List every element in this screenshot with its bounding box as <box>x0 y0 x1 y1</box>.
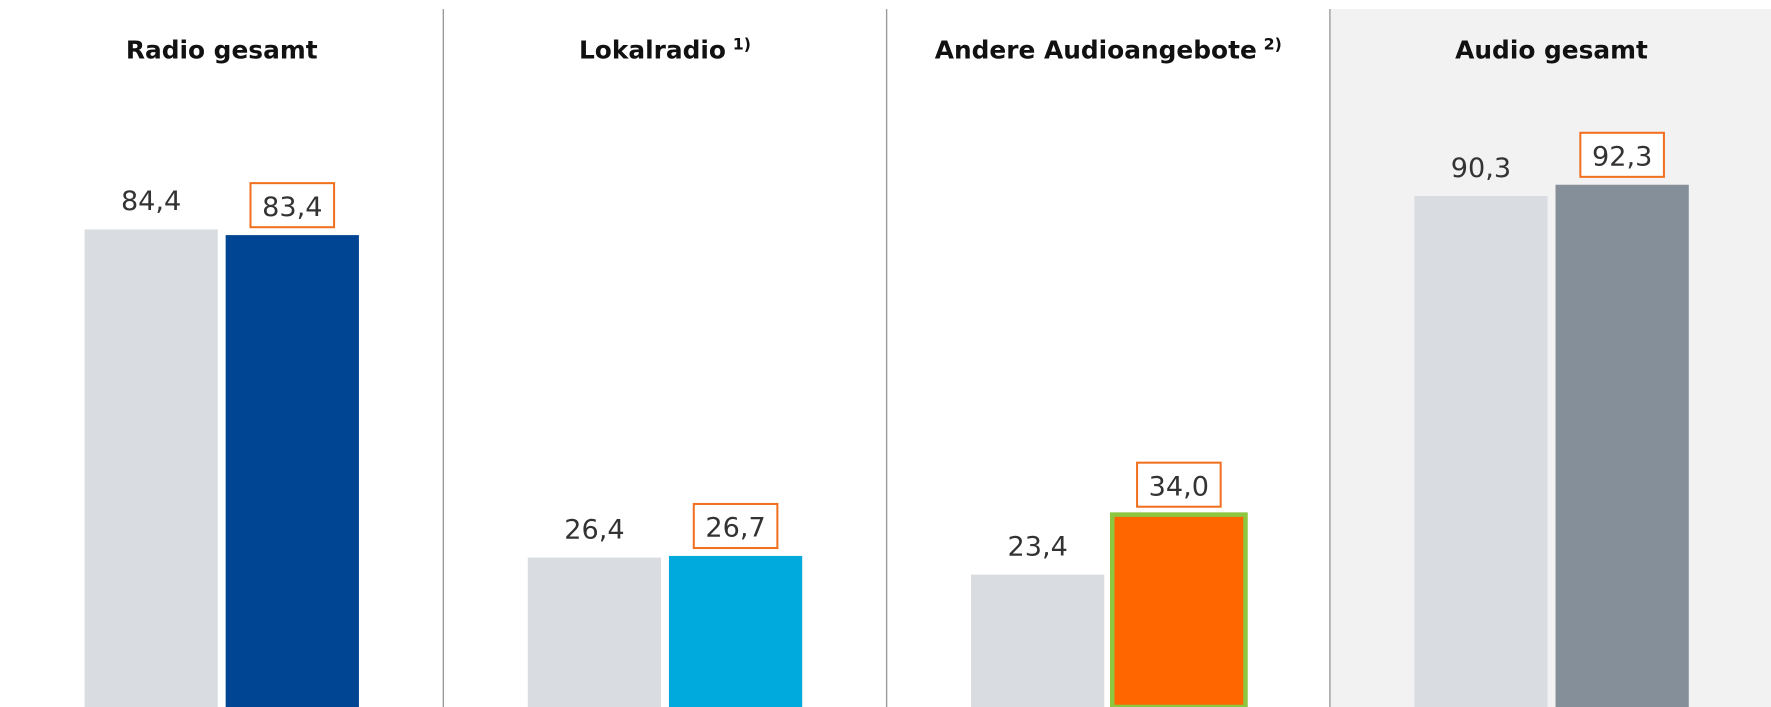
panel-title: Lokalradio 1) <box>579 35 751 65</box>
bar <box>84 229 218 707</box>
value-label: 84,4 <box>121 186 181 217</box>
panel-title-text: Radio gesamt <box>126 36 318 65</box>
value-label: 92,3 <box>1592 142 1652 173</box>
label-box <box>249 182 336 229</box>
label-box <box>1136 461 1222 508</box>
label-box <box>1579 131 1665 178</box>
bar <box>1109 512 1248 707</box>
value-label: 90,3 <box>1451 153 1511 184</box>
panel-title-text: Lokalradio <box>579 36 726 65</box>
value-label: 26,7 <box>705 513 765 544</box>
value-label: 34,0 <box>1149 471 1209 502</box>
bar <box>668 555 803 707</box>
panel-title: Andere Audioangebote 2) <box>935 35 1282 65</box>
value-label: 83,4 <box>262 192 322 223</box>
bar <box>225 235 359 707</box>
value-label: 26,4 <box>564 514 624 545</box>
panel-background <box>1329 9 1771 707</box>
label-box <box>692 502 779 550</box>
panel-title: Audio gesamt <box>1455 36 1648 65</box>
bar <box>971 574 1105 707</box>
footnote-mark: 1) <box>733 35 751 54</box>
bar <box>1555 184 1689 707</box>
panel-title: Radio gesamt <box>126 36 318 65</box>
footnote-mark: 2) <box>1264 35 1282 54</box>
panel-title-text: Andere Audioangebote <box>935 36 1257 65</box>
bar <box>527 557 662 707</box>
bar <box>1414 196 1548 707</box>
panel-title-text: Audio gesamt <box>1455 36 1648 65</box>
value-label: 23,4 <box>1008 531 1068 562</box>
